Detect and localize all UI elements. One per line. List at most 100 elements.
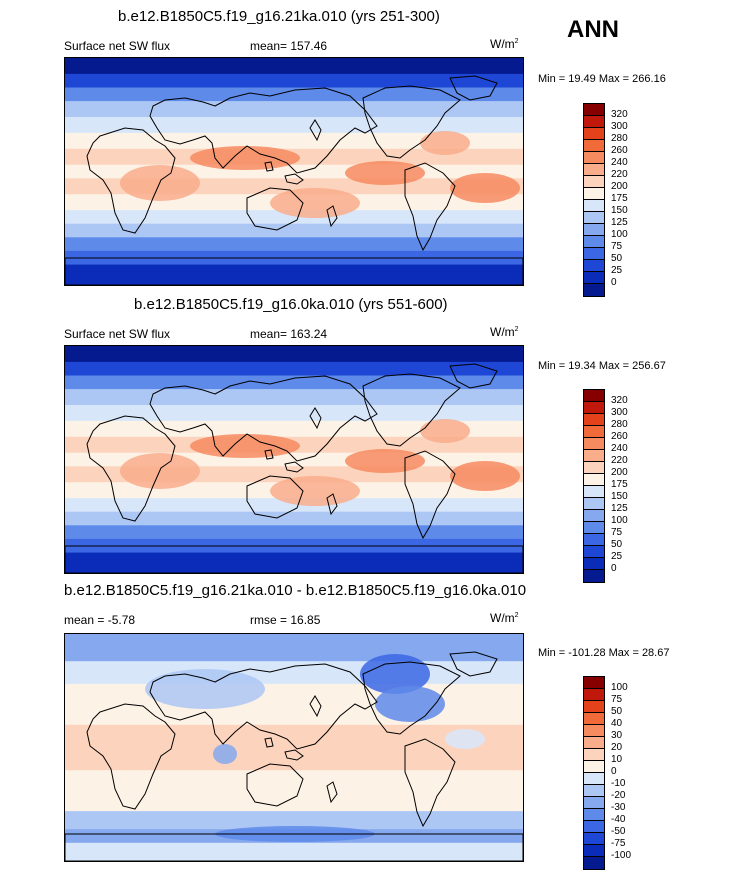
legend-swatch — [584, 558, 604, 570]
legend-swatch — [584, 498, 604, 510]
coastline — [246, 475, 304, 519]
shading-band — [65, 101, 523, 118]
legend-swatch — [584, 522, 604, 534]
shading-band — [65, 264, 523, 285]
coastline — [449, 651, 498, 677]
coastline — [284, 461, 304, 473]
coastline — [449, 363, 498, 389]
legend-swatch — [584, 212, 604, 224]
shading-band — [65, 724, 523, 772]
legend-tick-label: -20 — [611, 790, 626, 801]
legend-tick-label: 240 — [611, 443, 628, 454]
panel-1-variable-label: Surface net SW flux — [64, 39, 171, 53]
legend-tick-label: -50 — [611, 826, 626, 837]
panel-3-legend — [583, 676, 605, 870]
coastline — [86, 703, 176, 810]
coastline — [246, 187, 304, 231]
panel-3-units: W/m2 — [490, 611, 519, 625]
coastline — [404, 162, 456, 252]
legend-swatch — [584, 426, 604, 438]
shading-blob — [345, 449, 425, 473]
legend-tick-label: 20 — [611, 742, 623, 753]
coastline — [65, 545, 523, 573]
panel-1-units: W/m2 — [490, 37, 519, 51]
legend-swatch — [584, 474, 604, 486]
legend-swatch — [584, 224, 604, 236]
shading-blob — [420, 131, 470, 155]
coastline — [309, 119, 322, 142]
coastline — [404, 738, 456, 828]
legend-swatch — [584, 833, 604, 845]
shading-band — [65, 552, 523, 573]
coastline — [449, 75, 498, 101]
shading-band — [65, 73, 523, 89]
shading-band — [65, 420, 523, 438]
panel-3-mean-label: mean = -5.78 — [64, 613, 136, 627]
legend-swatch — [584, 809, 604, 821]
legend-tick-label: 50 — [611, 539, 623, 550]
legend-tick-label: 175 — [611, 193, 628, 204]
legend-swatch — [584, 402, 604, 414]
shading-blob — [420, 419, 470, 443]
legend-tick-label: 260 — [611, 431, 628, 442]
panel-3-minmax: Min = -101.28 Max = 28.67 — [538, 647, 670, 659]
shading-band — [65, 389, 523, 406]
shading-blob — [190, 146, 300, 170]
legend-swatch — [584, 713, 604, 725]
legend-tick-label: 125 — [611, 503, 628, 514]
legend-tick-label: 320 — [611, 109, 628, 120]
coastline — [326, 781, 338, 804]
coastline — [65, 833, 523, 861]
legend-tick-label: -10 — [611, 778, 626, 789]
shading-band — [65, 223, 523, 239]
legend-tick-label: 100 — [611, 682, 628, 693]
legend-swatch — [584, 749, 604, 761]
shading-band — [65, 346, 523, 363]
legend-swatch — [584, 390, 604, 402]
legend-swatch — [584, 438, 604, 450]
coastline — [264, 737, 274, 748]
legend-tick-label: 30 — [611, 730, 623, 741]
legend-tick-label: 75 — [611, 241, 623, 252]
shading-blob — [270, 476, 360, 506]
legend-swatch — [584, 414, 604, 426]
coastline — [264, 449, 274, 460]
legend-tick-label: -100 — [611, 850, 632, 861]
legend-swatch — [584, 689, 604, 701]
legend-swatch — [584, 176, 604, 188]
legend-tick-label: 175 — [611, 479, 628, 490]
legend-tick-label: 320 — [611, 395, 628, 406]
shading-band — [65, 87, 523, 103]
shading-band — [65, 634, 523, 663]
legend-tick-label: 50 — [611, 253, 623, 264]
legend-swatch — [584, 248, 604, 260]
coastline — [86, 127, 176, 234]
coastline — [404, 450, 456, 540]
legend-swatch — [584, 773, 604, 785]
panel-2-units: W/m2 — [490, 325, 519, 339]
legend-tick-label: 150 — [611, 491, 628, 502]
shading-band — [65, 132, 523, 150]
legend-swatch — [584, 200, 604, 212]
shading-blob — [145, 669, 265, 709]
legend-tick-label: 100 — [611, 229, 628, 240]
shading-band — [65, 210, 523, 225]
panel-2-legend — [583, 389, 605, 583]
legend-tick-label: 25 — [611, 265, 623, 276]
panel-2-minmax: Min = 19.34 Max = 256.67 — [538, 360, 666, 372]
legend-swatch — [584, 761, 604, 773]
legend-tick-label: 200 — [611, 181, 628, 192]
legend-swatch — [584, 821, 604, 833]
legend-swatch — [584, 737, 604, 749]
legend-swatch — [584, 546, 604, 558]
coastline — [326, 205, 338, 228]
coastline — [149, 87, 378, 174]
map-canvas — [65, 634, 523, 861]
coastline — [309, 695, 322, 718]
legend-swatch — [584, 725, 604, 737]
legend-tick-label: 75 — [611, 694, 623, 705]
shading-blob — [375, 686, 445, 722]
coastline — [284, 173, 304, 185]
coastline — [149, 375, 378, 462]
legend-tick-label: 50 — [611, 706, 623, 717]
